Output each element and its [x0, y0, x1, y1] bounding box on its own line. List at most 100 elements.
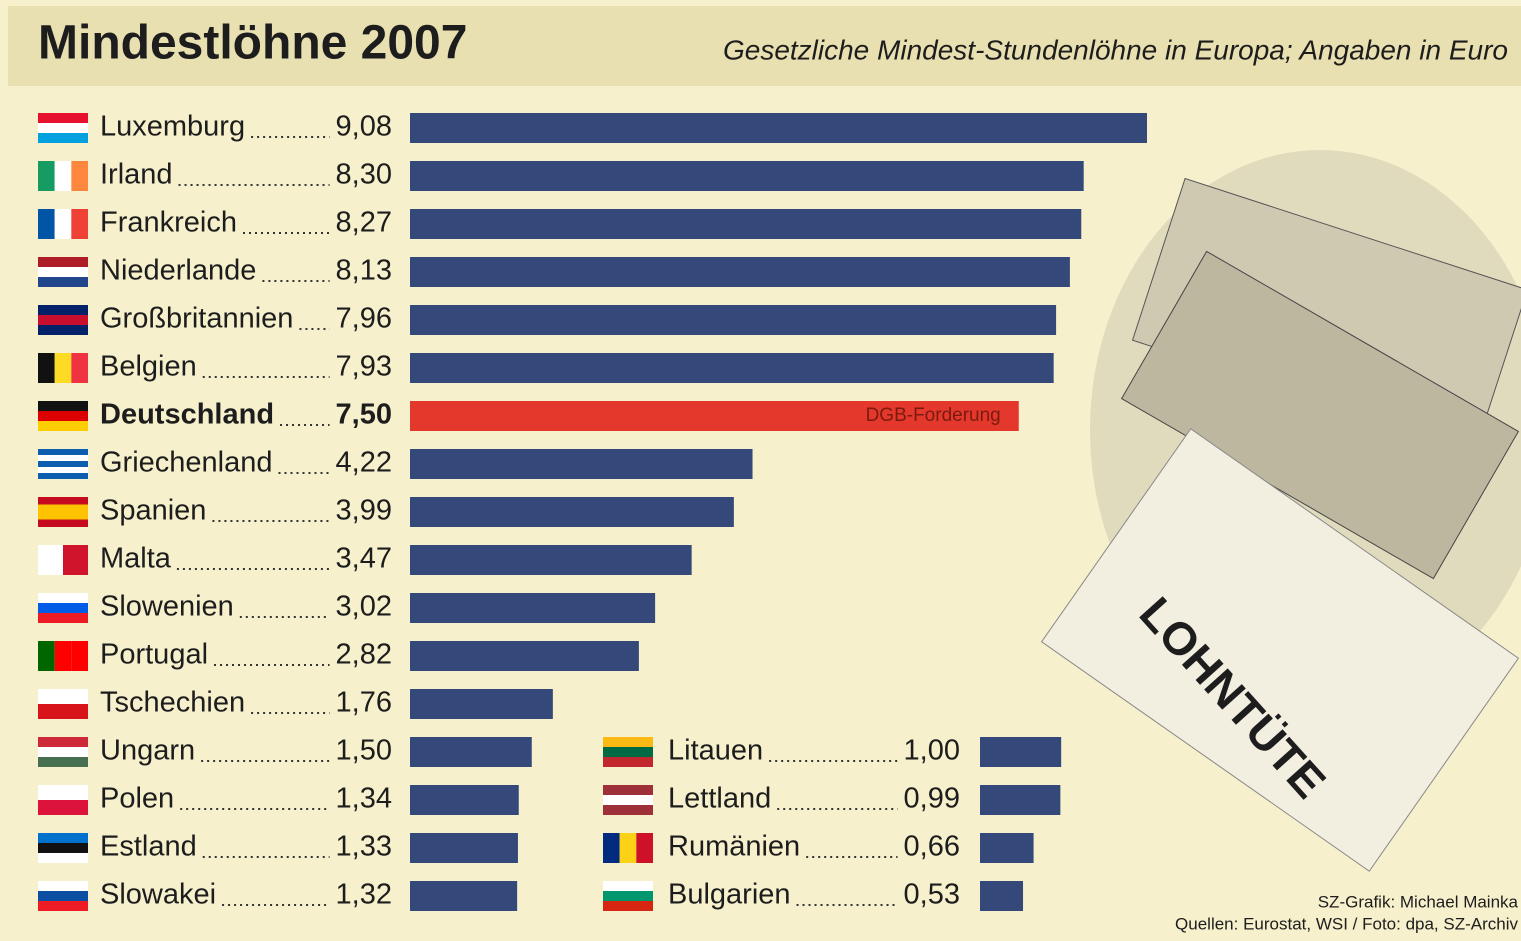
flag-stripe: [38, 123, 88, 133]
flag-stripe: [38, 473, 88, 479]
flag-stripe: [38, 747, 88, 757]
value-label: 1,34: [336, 783, 392, 815]
source: Quellen: Eurostat, WSI / Foto: dpa, SZ-A…: [1175, 914, 1518, 933]
flag-stripe: [71, 209, 88, 239]
bar: [410, 209, 1082, 239]
value-label: 7,96: [336, 303, 392, 335]
flag-stripe: [38, 800, 88, 815]
flag-stripe: [38, 461, 88, 467]
category-label: Estland: [100, 831, 197, 863]
flag-stripe: [38, 613, 88, 623]
flag-stripe: [38, 161, 55, 191]
flag-stripe: [38, 257, 88, 267]
bar: [980, 833, 1034, 863]
flag-stripe: [38, 737, 88, 747]
category-label: Tschechien: [100, 687, 245, 719]
value-label: 3,02: [336, 591, 392, 623]
banknote: [1120, 250, 1520, 580]
flag-stripe: [38, 325, 88, 335]
flag-stripe: [71, 161, 88, 191]
value-label: 1,50: [336, 735, 392, 767]
value-label: 7,93: [336, 351, 392, 383]
value-label: 3,99: [336, 495, 392, 527]
flag-stripe: [38, 843, 88, 853]
bar: [980, 881, 1024, 911]
flag-stripe: [54, 161, 72, 191]
flag-stripe: [38, 512, 88, 520]
category-label: Griechenland: [100, 447, 273, 479]
value-label: 1,33: [336, 831, 392, 863]
category-label: Litauen: [668, 735, 763, 767]
bar: [410, 161, 1084, 191]
bar: [410, 737, 532, 767]
flag-stripe: [636, 833, 653, 863]
value-label: 0,99: [904, 783, 960, 815]
category-label: Irland: [100, 159, 173, 191]
category-label: Belgien: [100, 351, 197, 383]
chart-title: Mindestlöhne 2007: [38, 17, 467, 70]
category-label: Lettland: [668, 783, 771, 815]
bar: [410, 497, 734, 527]
bar: [410, 113, 1147, 143]
flag-stripe: [603, 805, 653, 815]
flag-stripe: [38, 689, 88, 704]
bar: [410, 593, 656, 623]
flag-stripe: [38, 315, 88, 325]
value-label: 3,47: [336, 543, 392, 575]
flag-stripe: [38, 881, 88, 891]
bar: [410, 353, 1054, 383]
flag-stripe: [54, 209, 72, 239]
category-label: Rumänien: [668, 831, 800, 863]
category-label: Slowenien: [100, 591, 234, 623]
category-label: Großbritannien: [100, 303, 293, 335]
value-label: 7,50: [336, 399, 392, 431]
flag-stripe: [38, 467, 88, 473]
title-band: [8, 6, 1521, 86]
chart-subtitle: Gesetzliche Mindest-Stundenlöhne in Euro…: [723, 34, 1508, 65]
bar: [410, 305, 1057, 335]
flag-stripe: [603, 891, 653, 901]
flag-stripe: [38, 545, 63, 575]
flag-stripe: [38, 504, 88, 512]
category-label: Niederlande: [100, 255, 256, 287]
bar: [410, 833, 518, 863]
category-label: Bulgarien: [668, 879, 791, 911]
category-label: Slowakei: [100, 879, 216, 911]
bar: [410, 449, 753, 479]
bar: [410, 785, 519, 815]
flag-stripe: [38, 267, 88, 277]
annotation: DGB-Forderung: [866, 405, 1001, 426]
flag-stripe: [38, 305, 88, 315]
flag-stripe: [38, 757, 88, 767]
flag-stripe: [38, 833, 88, 843]
flag-stripe: [603, 747, 653, 757]
flag-stripe: [54, 353, 72, 383]
flag-stripe: [603, 901, 653, 911]
flag-stripe: [38, 519, 88, 527]
flag-stripe: [603, 881, 653, 891]
flag-stripe: [38, 401, 88, 411]
bar: [410, 881, 518, 911]
flag-stripe: [38, 449, 88, 455]
flag-stripe: [38, 411, 88, 421]
credit: SZ-Grafik: Michael Mainka: [1318, 892, 1519, 911]
category-label: Deutschland: [100, 399, 274, 431]
bar: [410, 689, 553, 719]
value-label: 9,08: [336, 111, 392, 143]
flag-stripe: [38, 113, 88, 123]
flag-stripe: [38, 853, 88, 863]
flag-stripe: [38, 785, 88, 800]
flag-stripe: [603, 833, 620, 863]
flag-stripe: [619, 833, 637, 863]
value-label: 1,32: [336, 879, 392, 911]
flag-stripe: [38, 641, 55, 671]
value-label: 2,82: [336, 639, 392, 671]
flag-stripe: [38, 421, 88, 431]
flag-stripe: [603, 795, 653, 805]
envelope: [1040, 428, 1520, 872]
value-label: 8,13: [336, 255, 392, 287]
value-label: 8,30: [336, 159, 392, 191]
bar: [410, 257, 1070, 287]
flag-stripe: [38, 277, 88, 287]
